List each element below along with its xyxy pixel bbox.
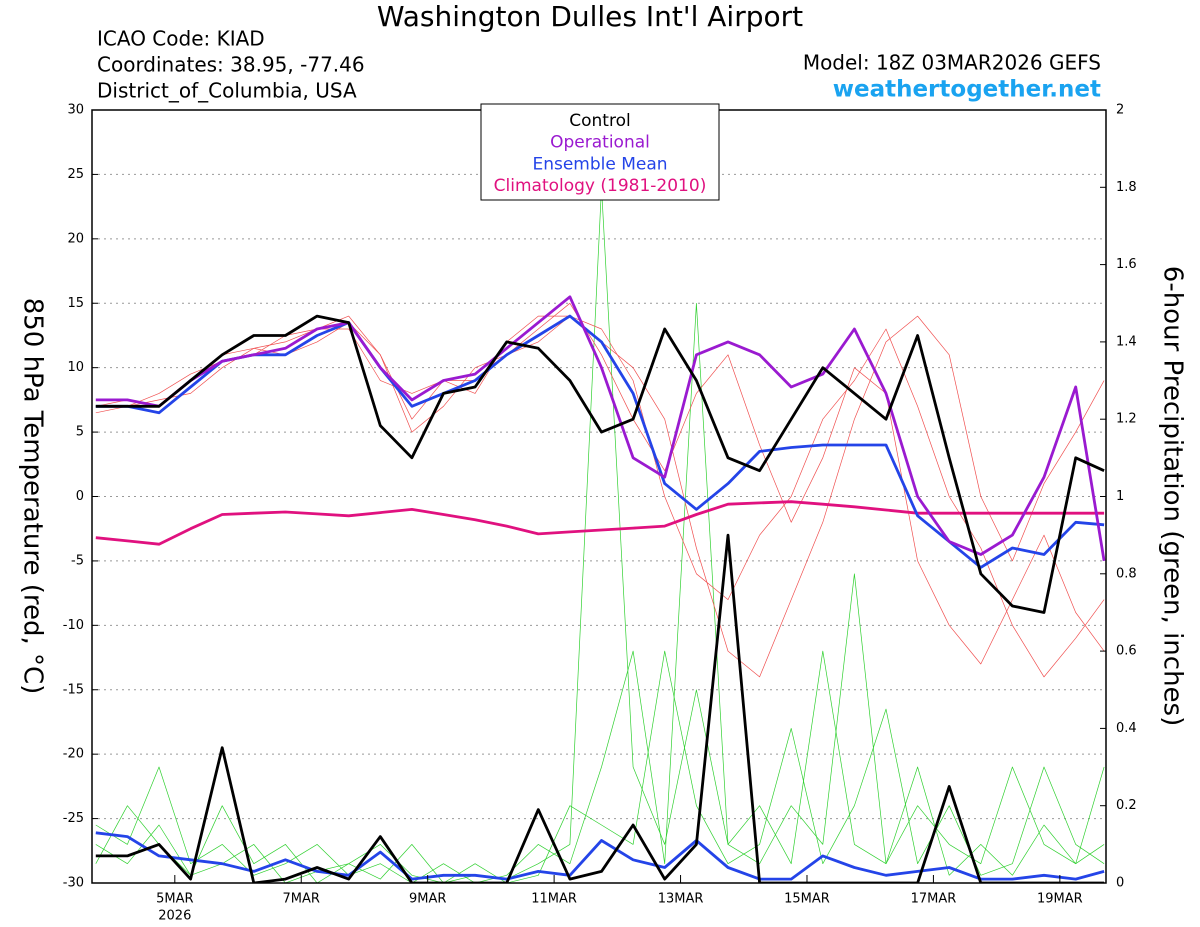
series-line — [95, 314, 1105, 614]
model-label: Model: 18Z 03MAR2026 GEFS — [803, 51, 1101, 75]
y-tick-label: 0 — [76, 489, 84, 504]
y-tick-label: -10 — [63, 618, 84, 633]
y-tick-label: 10 — [67, 360, 84, 375]
series-line — [95, 315, 1105, 678]
source-label: weathertogether.net — [833, 77, 1101, 103]
y2-tick-label: 1.4 — [1116, 334, 1137, 349]
series-line — [95, 831, 1105, 881]
series-line — [95, 186, 1105, 883]
y2-tick-label: 0.2 — [1116, 798, 1137, 813]
series-line — [95, 302, 1105, 665]
y2-tick-label: 0.6 — [1116, 644, 1137, 659]
series-line — [95, 500, 1105, 546]
x-tick-label: 15MAR — [784, 892, 830, 907]
x-tick-label: 7MAR — [283, 892, 320, 907]
y2-tick-label: 1 — [1116, 489, 1124, 504]
y2-axis-label: 6-hour Precipitation (green, inches) — [1158, 266, 1188, 726]
y-tick-label: -15 — [63, 682, 84, 697]
info-line: District_of_Columbia, USA — [97, 79, 357, 103]
y2-tick-label: 0.8 — [1116, 566, 1137, 581]
y-tick-label: 15 — [67, 296, 84, 311]
grid — [92, 109, 1106, 884]
legend-entry: Control — [569, 111, 630, 131]
x-tick-label: 17MAR — [911, 892, 957, 907]
y2-tick-label: 2 — [1116, 103, 1124, 118]
x-tick-label: 5MAR — [156, 892, 193, 907]
info-line: ICAO Code: KIAD — [97, 27, 265, 51]
info-line: Coordinates: 38.95, -77.46 — [97, 53, 365, 77]
y-tick-label: -25 — [63, 811, 84, 826]
legend-entry: Ensemble Mean — [532, 154, 667, 174]
series-line — [95, 295, 1106, 562]
y-tick-label: -20 — [63, 747, 84, 762]
y-tick-label: 30 — [67, 103, 84, 118]
year-label: 2026 — [158, 909, 191, 924]
legend-box — [480, 103, 720, 201]
x-tick-label: 11MAR — [531, 892, 577, 907]
x-tick-label: 19MAR — [1037, 892, 1083, 907]
y2-tick-label: 0 — [1116, 876, 1124, 891]
y2-tick-label: 1.6 — [1116, 257, 1137, 272]
x-tick-label: 9MAR — [409, 892, 446, 907]
y-tick-label: 20 — [67, 231, 84, 246]
y2-tick-label: 0.4 — [1116, 721, 1137, 736]
chart-title: Washington Dulles Int'l Airport — [377, 0, 803, 33]
legend-entry: Operational — [550, 133, 650, 153]
series-line — [95, 533, 1105, 883]
plot-frame — [91, 109, 1107, 884]
y-axis-label: 850 hPa Temperature (red, °C) — [18, 298, 48, 695]
series-line — [95, 302, 1105, 883]
legend-entry: Climatology (1981-2010) — [494, 176, 707, 196]
y-tick-label: 5 — [76, 425, 84, 440]
y-tick-label: -5 — [71, 553, 84, 568]
y2-tick-label: 1.2 — [1116, 412, 1137, 427]
y2-tick-label: 1.8 — [1116, 180, 1137, 195]
plot-lines — [95, 186, 1106, 883]
y-tick-label: 25 — [67, 167, 84, 182]
y-tick-label: -30 — [63, 876, 84, 891]
series-line — [95, 315, 1105, 678]
axes: -30 -25 -20 -15 -10 -5 0 5 10 15 20 25 30 0 0.2 0.4 0.6 0… — [63, 103, 1137, 924]
series-line — [95, 314, 1105, 569]
x-tick-label: 13MAR — [658, 892, 704, 907]
